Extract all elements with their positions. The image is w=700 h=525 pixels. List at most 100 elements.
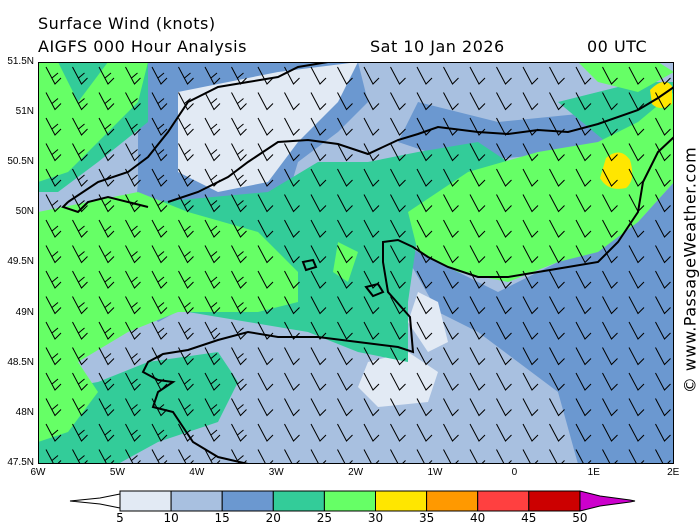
- wind-barb: [363, 296, 380, 315]
- wind-barb: [602, 66, 618, 85]
- legend-label: 10: [163, 511, 179, 525]
- wind-barb: [98, 194, 115, 213]
- wind-barb: [178, 143, 194, 162]
- wind-barb: [337, 347, 353, 366]
- wind-barb: [628, 168, 645, 187]
- wind-barb: [204, 92, 221, 111]
- wind-barb: [443, 398, 459, 417]
- wind-barb: [496, 423, 512, 442]
- wind-barb: [337, 321, 353, 340]
- map-title: Surface Wind (knots): [38, 14, 216, 33]
- wind-barb: [496, 66, 512, 85]
- wind-barb: [549, 423, 565, 442]
- color-legend: [69, 490, 636, 512]
- wind-barb: [257, 245, 274, 264]
- wind-barb: [443, 219, 459, 238]
- wind-barb: [655, 117, 671, 136]
- wind-barb: [416, 66, 433, 85]
- wind-barb: [575, 449, 592, 464]
- wind-barb: [72, 347, 88, 366]
- wind-barb: [602, 347, 618, 366]
- wind-barb: [443, 92, 459, 111]
- wind-barb: [602, 423, 618, 442]
- wind-barb: [390, 92, 406, 111]
- wind-barb: [522, 270, 539, 289]
- wind-barb: [416, 219, 433, 238]
- wind-barb: [337, 423, 353, 442]
- wind-barb: [204, 219, 221, 238]
- wind-barb: [231, 372, 247, 391]
- wind-barb: [257, 194, 274, 213]
- wind-barb: [337, 143, 353, 162]
- wind-barb: [72, 92, 88, 111]
- wind-barb: [284, 194, 300, 213]
- wind-barb: [257, 296, 274, 315]
- wind-barb: [522, 423, 539, 442]
- wind-barb: [363, 168, 380, 187]
- model-run: AIGFS 000 Hour Analysis: [38, 37, 247, 56]
- wind-barb: [549, 321, 565, 340]
- wind-barb: [72, 372, 88, 391]
- wind-barb: [337, 398, 353, 417]
- wind-barb: [72, 194, 88, 213]
- wind-barb: [522, 66, 539, 85]
- wind-barb: [178, 347, 194, 366]
- wind-barb: [284, 423, 300, 442]
- wind-barb: [98, 423, 115, 442]
- coastline-england: [61, 62, 674, 214]
- wind-barb: [204, 168, 221, 187]
- wind-barb: [363, 117, 380, 136]
- wind-map: [38, 62, 674, 464]
- wind-barb: [522, 449, 539, 464]
- wind-barb: [575, 117, 592, 136]
- wind-barb: [416, 398, 433, 417]
- wind-barb: [496, 347, 512, 366]
- wind-barb: [602, 194, 618, 213]
- wind-barb: [178, 168, 194, 187]
- wind-barb: [469, 372, 486, 391]
- wind-barb: [151, 66, 168, 85]
- legend-label: 15: [214, 511, 230, 525]
- wind-barb: [72, 423, 88, 442]
- wind-barb: [390, 168, 406, 187]
- wind-barb: [231, 219, 247, 238]
- wind-barb: [151, 347, 168, 366]
- wind-barb: [72, 219, 88, 238]
- wind-barb: [628, 347, 645, 366]
- coastline-jersey: [301, 258, 385, 298]
- legend-label: 35: [418, 511, 435, 525]
- wind-barb: [416, 194, 433, 213]
- lon-label: 0: [511, 467, 518, 478]
- wind-barb: [310, 66, 327, 85]
- wind-barb: [549, 245, 565, 264]
- wind-barb: [257, 143, 274, 162]
- wind-barb: [98, 347, 115, 366]
- wind-barb: [72, 143, 88, 162]
- wind-barb: [655, 194, 671, 213]
- wind-barb: [496, 117, 512, 136]
- wind-barb: [522, 321, 539, 340]
- wind-barb: [549, 219, 565, 238]
- wind-barb: [45, 296, 62, 315]
- wind-barb: [204, 117, 221, 136]
- wind-barb: [443, 372, 459, 391]
- wind-barb: [363, 398, 380, 417]
- wind-barb: [628, 270, 645, 289]
- wind-barb: [98, 66, 115, 85]
- wind-barb: [125, 117, 141, 136]
- wind-barb: [231, 66, 247, 85]
- wind-barb: [390, 270, 406, 289]
- legend-swatch: [221, 490, 274, 512]
- wind-barb: [231, 92, 247, 111]
- wind-barb: [151, 398, 168, 417]
- wind-barb: [363, 372, 380, 391]
- wind-barb: [602, 219, 618, 238]
- wind-barb: [549, 449, 565, 464]
- wind-barb: [45, 347, 62, 366]
- lon-label: 1E: [587, 467, 600, 478]
- wind-barb: [151, 117, 168, 136]
- wind-barb: [496, 321, 512, 340]
- lon-label: 2W: [348, 467, 364, 478]
- wind-barb: [72, 398, 88, 417]
- watermark: © www.PassageWeather.com: [680, 146, 700, 394]
